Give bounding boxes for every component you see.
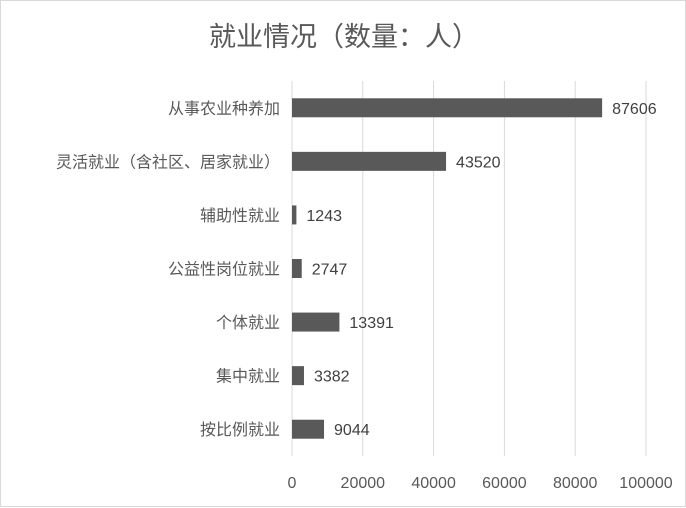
bar [292, 98, 603, 118]
category-label: 公益性岗位就业 [168, 260, 280, 279]
x-tick-label: 60000 [482, 475, 527, 492]
bar [292, 151, 447, 171]
category-label: 从事农业种养加 [168, 99, 280, 118]
category-label: 按比例就业 [200, 420, 280, 439]
bar [292, 205, 297, 225]
value-label: 3382 [314, 369, 350, 386]
x-tick-label: 100000 [619, 475, 672, 492]
value-label: 2747 [312, 262, 348, 279]
x-tick-label: 20000 [341, 475, 386, 492]
value-label: 9044 [334, 422, 370, 439]
bar [292, 366, 304, 386]
value-label: 87606 [612, 101, 657, 118]
bar [292, 259, 302, 278]
value-label: 43520 [456, 154, 501, 171]
category-label: 灵活就业（含社区、居家就业） [56, 152, 280, 171]
value-label: 1243 [306, 208, 342, 225]
chart-title: 就业情况（数量：人） [209, 22, 479, 53]
category-label: 集中就业 [216, 367, 280, 386]
x-tick-label: 40000 [411, 475, 456, 492]
bar [292, 419, 325, 439]
bar [292, 312, 340, 332]
value-label: 13391 [349, 315, 394, 332]
x-tick-label: 80000 [553, 475, 598, 492]
x-tick-label: 0 [288, 475, 297, 492]
category-label: 个体就业 [216, 313, 280, 332]
category-label: 辅助性就业 [200, 206, 280, 225]
